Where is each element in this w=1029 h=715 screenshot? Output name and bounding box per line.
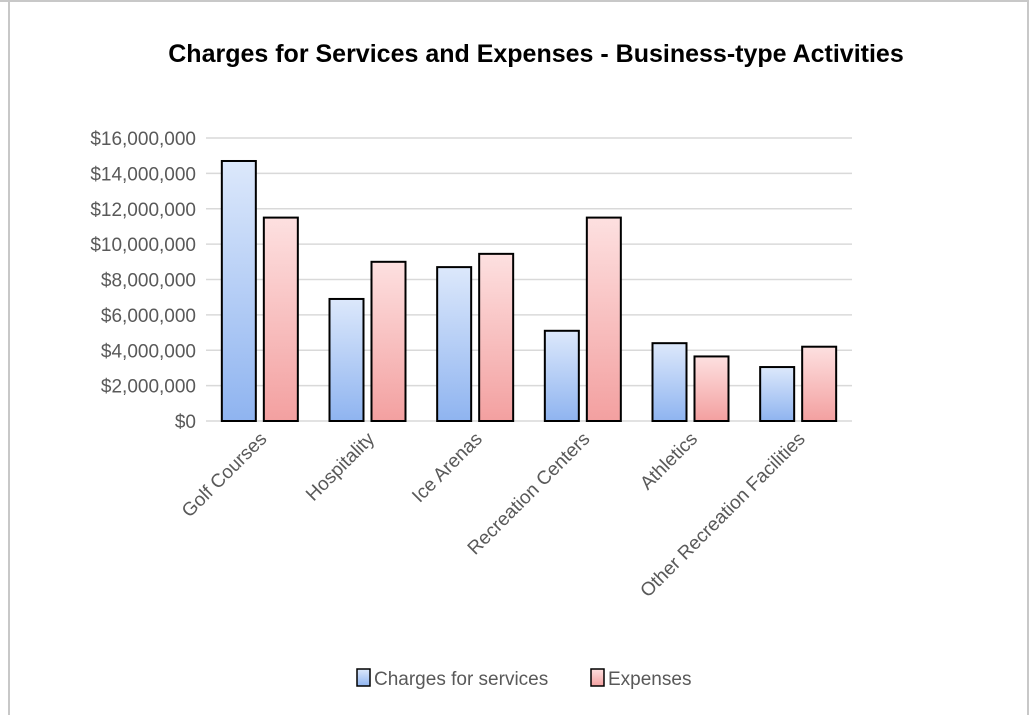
bar-charges-for-services <box>328 297 365 422</box>
bar-charges-for-services <box>436 266 473 422</box>
y-tick-label: $12,000,000 <box>90 200 196 221</box>
gridlines <box>206 137 852 422</box>
y-tick-label: $14,000,000 <box>90 164 196 185</box>
bar-charges-for-services <box>759 366 796 423</box>
y-tick-label: $4,000,000 <box>101 341 196 362</box>
legend-swatch-charges <box>356 668 371 687</box>
y-tick-label: $6,000,000 <box>101 306 196 327</box>
bar-expenses <box>478 252 515 422</box>
bar-expenses <box>693 355 730 422</box>
bar-charges-for-services <box>651 342 688 422</box>
bar-charges-for-services <box>220 159 257 422</box>
bar-expenses <box>801 345 838 422</box>
legend: Charges for services Expenses <box>356 668 691 690</box>
x-tick-label: Golf Courses <box>178 429 271 522</box>
legend-label: Charges for services <box>374 669 548 690</box>
y-tick-label: $2,000,000 <box>101 377 196 398</box>
y-tick-label: $0 <box>175 412 196 433</box>
y-tick-label: $10,000,000 <box>90 235 196 256</box>
legend-swatch-expenses <box>590 668 605 687</box>
x-tick-label: Recreation Centers <box>464 429 595 560</box>
bar-expenses <box>370 260 407 422</box>
x-tick-label: Hospitality <box>302 428 379 505</box>
y-axis-tick-labels: $0 $2,000,000 $4,000,000 $6,000,000 $8,000,0… <box>90 129 196 433</box>
bars <box>220 159 838 423</box>
y-tick-label: $16,000,000 <box>90 129 196 150</box>
chart-title: Charges for Services and Expenses - Busi… <box>168 40 903 68</box>
x-axis-tick-labels: Golf Courses Hospitality Ice ArenasRecreat… <box>178 428 810 601</box>
bar-charges-for-services <box>543 329 580 423</box>
frame-top-border <box>0 0 1029 2</box>
x-tick-label: Ice Arenas <box>408 429 486 507</box>
x-tick-label: Athletics <box>636 429 702 495</box>
frame-right-border <box>1027 0 1029 715</box>
bar-expenses <box>585 216 622 422</box>
y-tick-label: $8,000,000 <box>101 271 196 292</box>
legend-label: Expenses <box>608 669 691 690</box>
frame-left-border <box>8 0 10 715</box>
bar-expenses <box>262 216 299 422</box>
